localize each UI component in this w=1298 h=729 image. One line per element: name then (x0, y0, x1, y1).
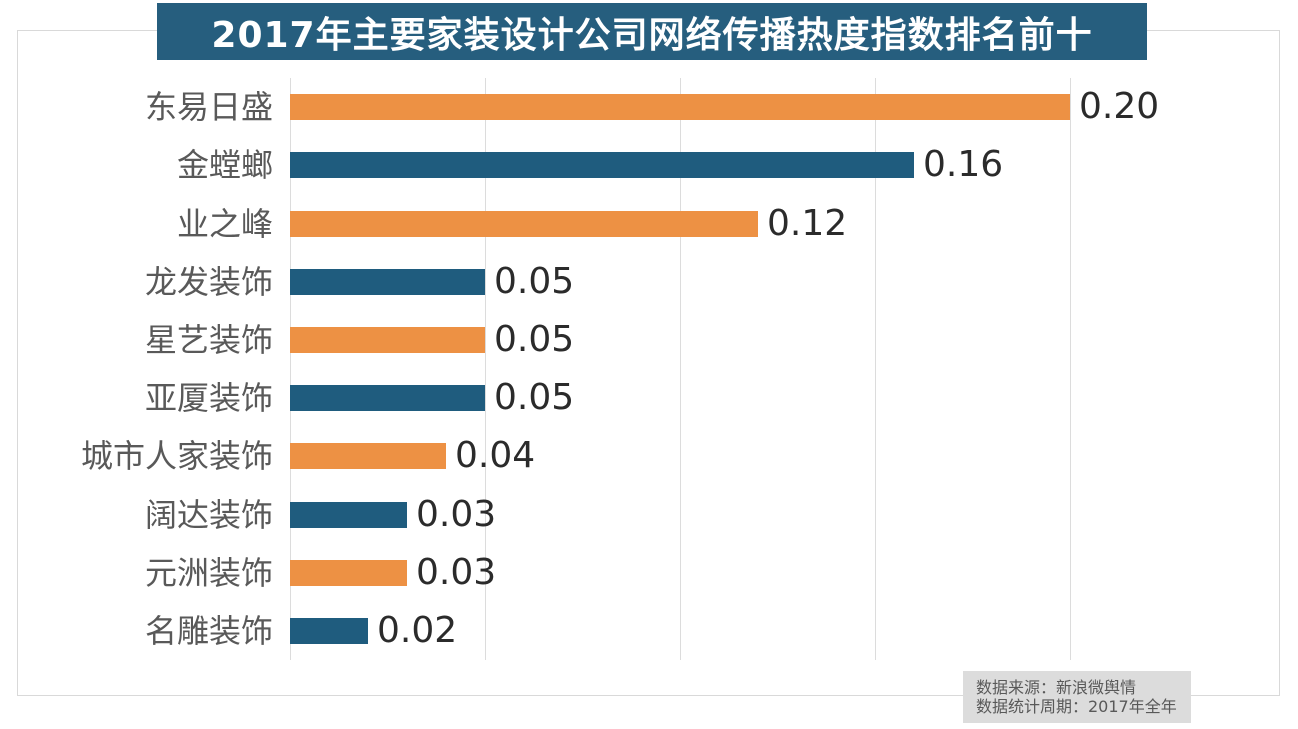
gridlines (290, 78, 1071, 660)
chart-row: 元洲装饰 0.03 (18, 544, 1278, 602)
category-label: 亚厦装饰 (144, 379, 273, 418)
chart-row: 金螳螂 0.16 (18, 136, 1278, 194)
category-label: 东易日盛 (144, 88, 273, 127)
category-label: 名雕装饰 (144, 611, 273, 650)
value-label: 0.05 (494, 377, 575, 419)
data-source-box: 数据来源：新浪微舆情 数据统计周期：2017年全年 (963, 671, 1191, 723)
bar-track: 0.05 (290, 369, 1278, 427)
value-label: 0.12 (767, 202, 848, 244)
chart-canvas: 2017年主要家装设计公司网络传播热度指数排名前十 东易日盛 0.20 金螳螂 0.1… (17, 3, 1280, 723)
bar-track: 0.05 (290, 253, 1278, 311)
bar-track: 0.20 (290, 78, 1278, 136)
category-label: 业之峰 (176, 204, 273, 243)
value-label: 0.03 (416, 551, 497, 593)
data-period-line: 数据统计周期：2017年全年 (976, 697, 1177, 716)
chart-row: 城市人家装饰 0.04 (18, 427, 1278, 485)
gridline (1070, 78, 1071, 660)
bar-track: 0.16 (290, 136, 1278, 194)
category-label: 元洲装饰 (144, 553, 273, 592)
value-label: 0.04 (455, 435, 536, 477)
value-label: 0.16 (923, 144, 1004, 186)
chart-row: 亚厦装饰 0.05 (18, 369, 1278, 427)
gridline (875, 78, 876, 660)
value-label: 0.05 (494, 260, 575, 302)
chart-row: 名雕装饰 0.02 (18, 602, 1278, 660)
chart-row: 星艺装饰 0.05 (18, 311, 1278, 369)
chart-row: 龙发装饰 0.05 (18, 253, 1278, 311)
bar (290, 385, 485, 412)
chart-title: 2017年主要家装设计公司网络传播热度指数排名前十 (211, 14, 1093, 56)
gridline (680, 78, 681, 660)
bar-track: 0.05 (290, 311, 1278, 369)
bar-rows: 东易日盛 0.20 金螳螂 0.16 业之峰 0.12 龙发装饰 0.05 星艺装饰 0.05 亚厦… (18, 78, 1278, 660)
category-label: 城市人家装饰 (80, 437, 273, 476)
chart-row: 东易日盛 0.20 (18, 78, 1278, 136)
category-label: 龙发装饰 (144, 262, 273, 301)
gridline (290, 78, 291, 660)
chart-row: 阔达装饰 0.03 (18, 485, 1278, 543)
bar-track: 0.04 (290, 427, 1278, 485)
value-label: 0.03 (416, 493, 497, 535)
bar (290, 443, 446, 470)
chart-row: 业之峰 0.12 (18, 194, 1278, 252)
bar-track: 0.03 (290, 544, 1278, 602)
bar (290, 559, 407, 586)
category-label: 阔达装饰 (144, 495, 273, 534)
bar-track: 0.02 (290, 602, 1278, 660)
bar (290, 268, 485, 295)
data-source-line: 数据来源：新浪微舆情 (976, 678, 1137, 697)
bar (290, 94, 1070, 121)
chart-title-bar: 2017年主要家装设计公司网络传播热度指数排名前十 (157, 3, 1147, 60)
bar (290, 152, 914, 179)
value-label: 0.20 (1079, 86, 1160, 128)
bar-track: 0.03 (290, 485, 1278, 543)
value-label: 0.02 (377, 609, 458, 651)
category-label: 金螳螂 (176, 146, 273, 185)
bar-track: 0.12 (290, 194, 1278, 252)
category-label: 星艺装饰 (144, 320, 273, 359)
gridline (485, 78, 486, 660)
bar (290, 210, 758, 237)
value-label: 0.05 (494, 318, 575, 360)
bar (290, 501, 407, 528)
bar (290, 326, 485, 353)
bar (290, 617, 368, 644)
